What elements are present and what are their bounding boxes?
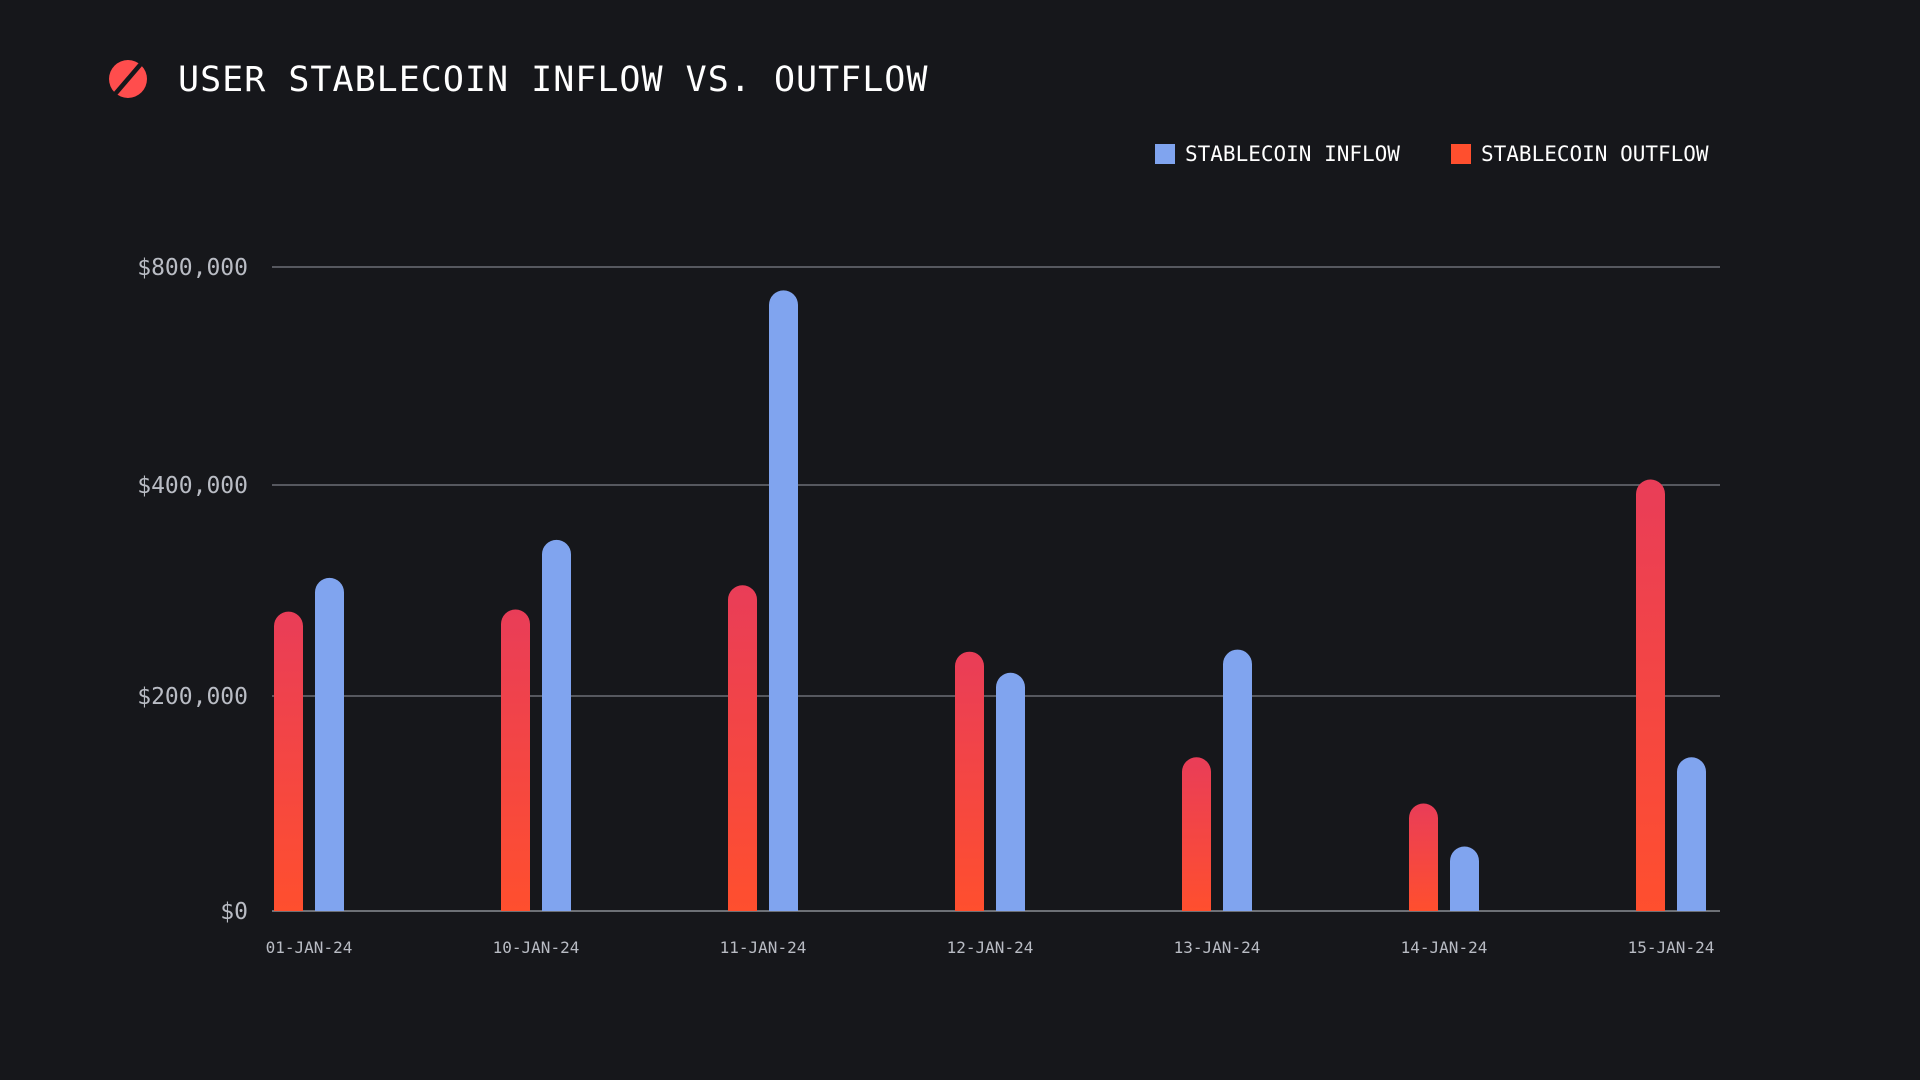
x-tick-label: 14-JAN-24 xyxy=(1401,938,1488,957)
bar-inflow[interactable] xyxy=(1223,649,1252,911)
bar-inflow[interactable] xyxy=(769,290,798,911)
chart-header: USER STABLECOIN INFLOW VS. OUTFLOW xyxy=(109,60,928,100)
bar-outflow[interactable] xyxy=(501,609,530,911)
y-tick-label: $800,000 xyxy=(137,255,248,281)
x-tick-label: 10-JAN-24 xyxy=(493,938,580,957)
bar-outflow[interactable] xyxy=(955,651,984,911)
legend-item-inflow[interactable]: STABLECOIN INFLOW xyxy=(1155,142,1400,166)
bar-outflow[interactable] xyxy=(274,611,303,911)
legend-swatch-outflow xyxy=(1451,144,1471,164)
y-tick-label: $400,000 xyxy=(137,473,248,499)
x-tick-label: 13-JAN-24 xyxy=(1174,938,1261,957)
bars xyxy=(274,290,1706,911)
chart-legend: STABLECOIN INFLOW STABLECOIN OUTFLOW xyxy=(1155,142,1709,166)
y-axis-ticks: $0 $200,000 $400,000 $800,000 xyxy=(137,255,248,925)
bar-inflow[interactable] xyxy=(315,577,344,911)
y-tick-label: $200,000 xyxy=(137,684,248,710)
bar-inflow[interactable] xyxy=(542,539,571,911)
legend-label-outflow: STABLECOIN OUTFLOW xyxy=(1481,142,1709,166)
legend-item-outflow[interactable]: STABLECOIN OUTFLOW xyxy=(1451,142,1709,166)
bar-outflow[interactable] xyxy=(1409,803,1438,912)
x-tick-label: 11-JAN-24 xyxy=(720,938,807,957)
bar-inflow[interactable] xyxy=(1450,846,1479,912)
x-tick-label: 15-JAN-24 xyxy=(1628,938,1715,957)
bar-outflow[interactable] xyxy=(728,585,757,911)
legend-swatch-inflow xyxy=(1155,144,1175,164)
x-tick-label: 12-JAN-24 xyxy=(947,938,1034,957)
bar-inflow[interactable] xyxy=(1677,757,1706,911)
bar-outflow[interactable] xyxy=(1182,757,1211,911)
chart-title: USER STABLECOIN INFLOW VS. OUTFLOW xyxy=(178,60,928,100)
x-tick-label: 01-JAN-24 xyxy=(266,938,353,957)
y-tick-label: $0 xyxy=(220,899,248,925)
logo-icon xyxy=(109,60,147,98)
legend-label-inflow: STABLECOIN INFLOW xyxy=(1185,142,1400,166)
x-axis-ticks: 01-JAN-24 10-JAN-24 11-JAN-24 12-JAN-24 13-J… xyxy=(266,938,1715,957)
bar-outflow[interactable] xyxy=(1636,479,1665,911)
bar-inflow[interactable] xyxy=(996,672,1025,911)
